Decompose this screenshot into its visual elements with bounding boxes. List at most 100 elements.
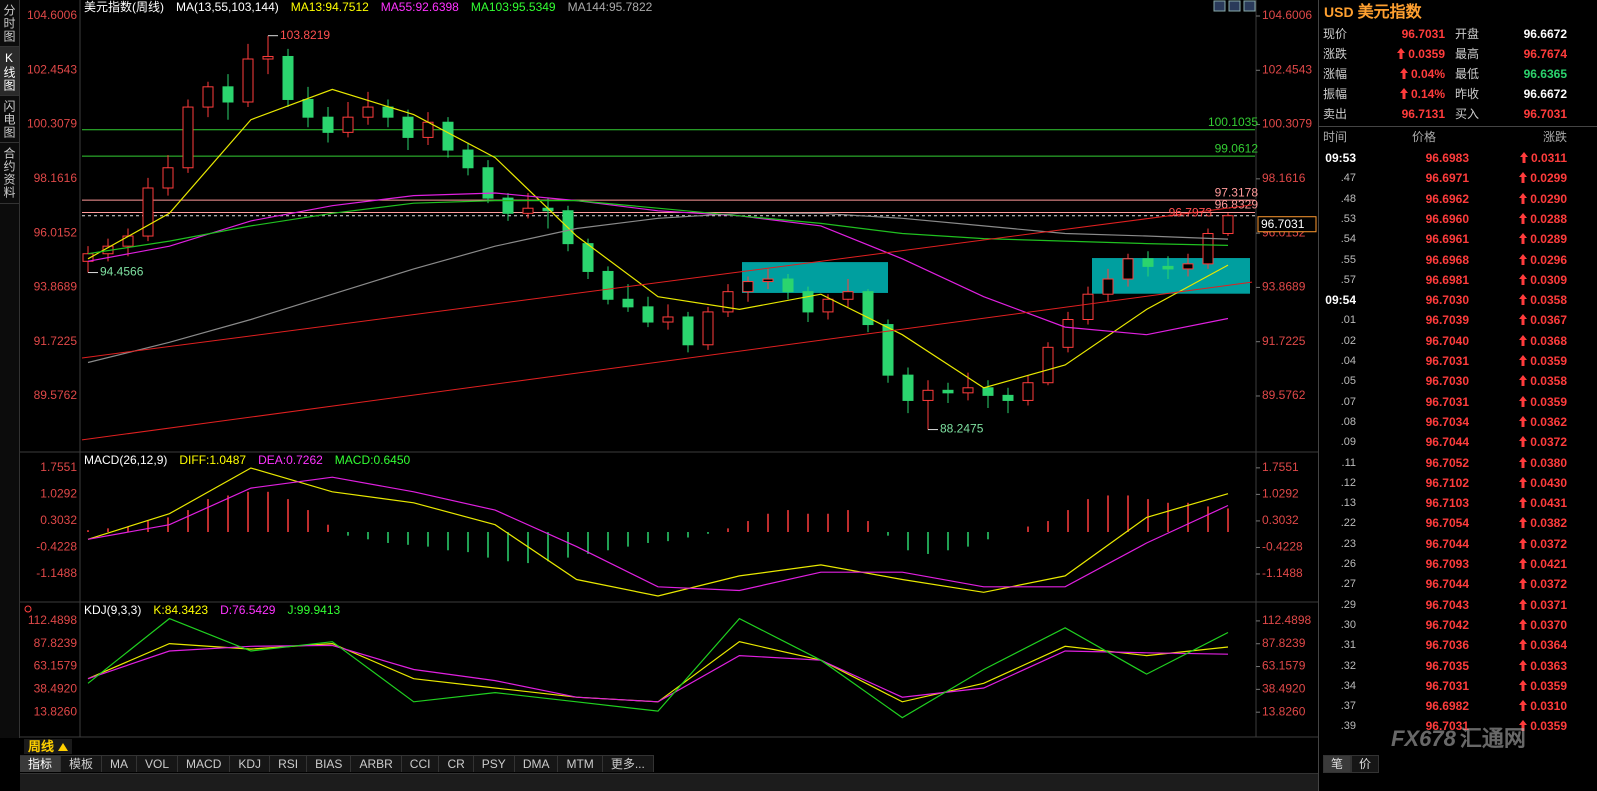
candle-body <box>1062 319 1074 348</box>
candle-body <box>942 389 954 394</box>
trade-change: 0.0310 <box>1477 696 1567 716</box>
moving-average-line <box>87 212 1229 364</box>
quote-panel: USD 美元指数 现价 96.7031 开盘 96.6672 涨跌 0.0359 最高 96.76… <box>1318 0 1597 791</box>
trade-change-text: 0.0421 <box>1530 557 1567 571</box>
candle-body <box>82 253 94 262</box>
window-button[interactable] <box>1213 0 1226 12</box>
indicator-tab[interactable]: KDJ <box>230 756 271 772</box>
indicator-tab[interactable]: 模板 <box>61 756 103 772</box>
trade-time: .34 <box>1340 679 1356 692</box>
j-line <box>87 617 1229 719</box>
trade-change: 0.0367 <box>1477 310 1567 330</box>
period-arrow-shape <box>58 742 69 751</box>
trade-price: 96.7044 <box>1425 435 1469 450</box>
indicator-tab[interactable]: DMA <box>515 756 559 772</box>
candle-body <box>222 86 234 103</box>
up-arrow-shape <box>1519 233 1528 245</box>
sidebar-tab[interactable]: K线图 <box>0 47 19 96</box>
trade-price: 96.6971 <box>1425 171 1469 186</box>
tick-tab[interactable]: 价 <box>1351 755 1379 773</box>
indicator-tab[interactable]: MA <box>102 756 138 772</box>
sidebar-tab[interactable]: 分时图 <box>0 0 19 47</box>
window-button[interactable] <box>1243 0 1256 12</box>
up-arrow-shape <box>1519 618 1528 630</box>
trade-change: 0.0362 <box>1477 412 1567 432</box>
trade-price: 96.6960 <box>1425 211 1469 226</box>
y-tick-label: 91.7225 <box>34 334 78 348</box>
pane-header: KDJ(9,3,3) K:84.3423 D:76.5429 J:99.9413 <box>84 603 340 617</box>
up-arrow <box>1519 334 1528 346</box>
sidebar-tab[interactable]: 闪电图 <box>0 96 19 143</box>
tick-tab[interactable]: 笔 <box>1323 755 1351 773</box>
candle-body <box>1162 265 1174 270</box>
indicator-tab[interactable]: 指标 <box>20 756 62 772</box>
trade-time: .13 <box>1340 497 1356 510</box>
up-arrow <box>1519 558 1528 569</box>
window-button[interactable] <box>1228 0 1241 12</box>
y-tick-label: 104.6006 <box>27 8 77 22</box>
trade-change: 0.0370 <box>1477 615 1567 635</box>
y-tick-label: 102.4543 <box>27 62 77 76</box>
indicator-icon[interactable] <box>24 605 32 613</box>
trade-change: 0.0358 <box>1477 290 1567 310</box>
indicator-tab[interactable]: CCI <box>402 756 440 772</box>
y-tick-label: 89.5762 <box>1262 388 1306 402</box>
trade-change: 0.0372 <box>1477 574 1567 594</box>
trade-time: .04 <box>1340 355 1356 367</box>
trade-time: .27 <box>1340 578 1356 591</box>
indicator-tab[interactable]: ARBR <box>351 756 402 772</box>
horizontal-line-label: 97.3178 <box>1215 185 1259 199</box>
trade-price: 96.7040 <box>1425 333 1469 348</box>
candle-body <box>342 116 354 133</box>
candle-body <box>282 55 294 100</box>
indicator-tab[interactable]: CR <box>439 756 474 772</box>
y-tick-label: 96.0152 <box>34 225 78 239</box>
indicator-tab[interactable]: PSY <box>474 756 515 772</box>
trade-change: 0.0371 <box>1477 595 1567 615</box>
quote-value-text: 96.6672 <box>1523 27 1567 41</box>
trade-price: 96.7031 <box>1425 354 1469 368</box>
candle-body <box>1022 382 1034 401</box>
trade-time: .32 <box>1340 659 1356 672</box>
sidebar-tab[interactable]: 合约资料 <box>0 143 19 204</box>
up-arrow-shape <box>1519 578 1528 590</box>
quote-label: 卖出 <box>1323 107 1348 121</box>
horizontal-line-label: 99.0612 <box>1215 141 1259 155</box>
indicator-tab[interactable]: VOL <box>137 756 179 772</box>
indicator-tab[interactable]: RSI <box>270 756 308 772</box>
trade-price: 96.6962 <box>1425 191 1469 206</box>
candle-body <box>1202 233 1214 265</box>
legend-item: MACD(26,12,9) <box>84 453 168 467</box>
y-tick-label: -0.4228 <box>1262 540 1303 554</box>
candle-body <box>602 270 614 300</box>
period-label: 周线 <box>28 739 55 754</box>
up-arrow <box>1519 273 1528 285</box>
sidebar: 分时图 K线图 闪电图 合约资料 <box>0 0 20 738</box>
candle-body <box>362 106 374 118</box>
indicator-tab[interactable]: MTM <box>558 756 603 772</box>
candle-body <box>862 291 874 326</box>
indicator-tab[interactable]: MACD <box>178 756 231 772</box>
indicator-tab[interactable]: BIAS <box>307 756 352 772</box>
up-arrow <box>1519 700 1528 712</box>
up-arrow-shape <box>1519 700 1528 712</box>
trade-change-text: 0.0290 <box>1530 191 1567 206</box>
trade-change: 0.0372 <box>1477 432 1567 452</box>
up-arrow <box>1519 314 1528 326</box>
period-button[interactable]: 周线 <box>24 739 73 754</box>
y-tick-label: 13.8260 <box>34 704 78 718</box>
trade-price: 96.7044 <box>1425 577 1469 592</box>
up-arrow-shape <box>1519 639 1528 651</box>
trade-change: 0.0290 <box>1477 189 1567 209</box>
quote-value: 96.6672 <box>1477 24 1567 44</box>
quote-value: 96.6365 <box>1477 64 1567 84</box>
y-tick-label: -1.1488 <box>1262 566 1303 580</box>
trade-change: 0.0421 <box>1477 554 1567 574</box>
indicator-tab[interactable]: 更多... <box>603 756 654 772</box>
candle-body <box>722 291 734 313</box>
quote-label: 涨幅 <box>1323 67 1348 81</box>
up-arrow <box>1519 395 1528 407</box>
trade-time: .37 <box>1340 700 1356 713</box>
trade-price: 96.7054 <box>1425 516 1469 531</box>
up-arrow <box>1519 659 1528 671</box>
